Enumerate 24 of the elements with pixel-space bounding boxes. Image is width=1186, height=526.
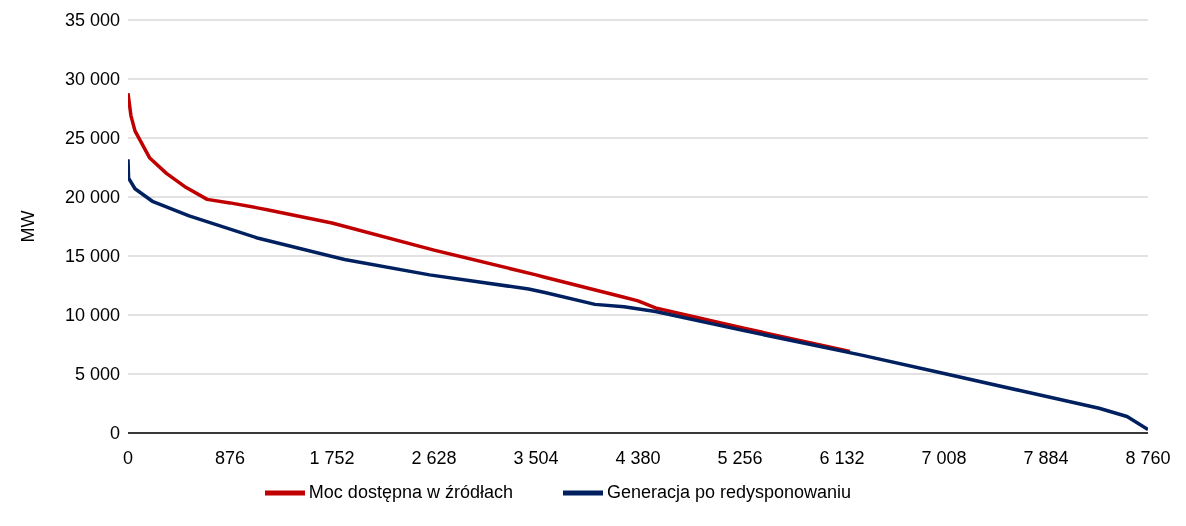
- y-tick-label: 10 000: [64, 305, 120, 326]
- y-tick-label: 30 000: [64, 69, 120, 90]
- x-tick-label: 2 628: [411, 447, 457, 468]
- x-tick-label: 7 884: [1023, 447, 1069, 468]
- y-axis-title: MW: [18, 210, 39, 243]
- x-tick-label: 6 132: [819, 447, 865, 468]
- y-tick-label: 35 000: [64, 10, 120, 31]
- y-tick-label: 5 000: [74, 364, 120, 385]
- x-tick-label: 4 380: [615, 447, 661, 468]
- x-tick-label: 876: [214, 447, 246, 468]
- line-series: [128, 91, 852, 354]
- x-tick-label: 5 256: [717, 447, 763, 468]
- x-tick-label: 0: [122, 447, 134, 468]
- y-tick-label: 25 000: [64, 128, 120, 149]
- x-tick-label: 3 504: [513, 447, 559, 468]
- line-series: [128, 157, 1148, 432]
- y-tick-label: 15 000: [64, 246, 120, 267]
- y-tick-label: 20 000: [64, 187, 120, 208]
- x-tick-label: 7 008: [921, 447, 967, 468]
- legend-label: Moc dostępna w źródłach: [308, 481, 513, 502]
- x-tick-label: 8 760: [1125, 447, 1171, 468]
- legend-label: Generacja po redysponowaniu: [606, 481, 852, 502]
- x-tick-label: 1 752: [309, 447, 355, 468]
- y-tick-label: 0: [109, 423, 120, 444]
